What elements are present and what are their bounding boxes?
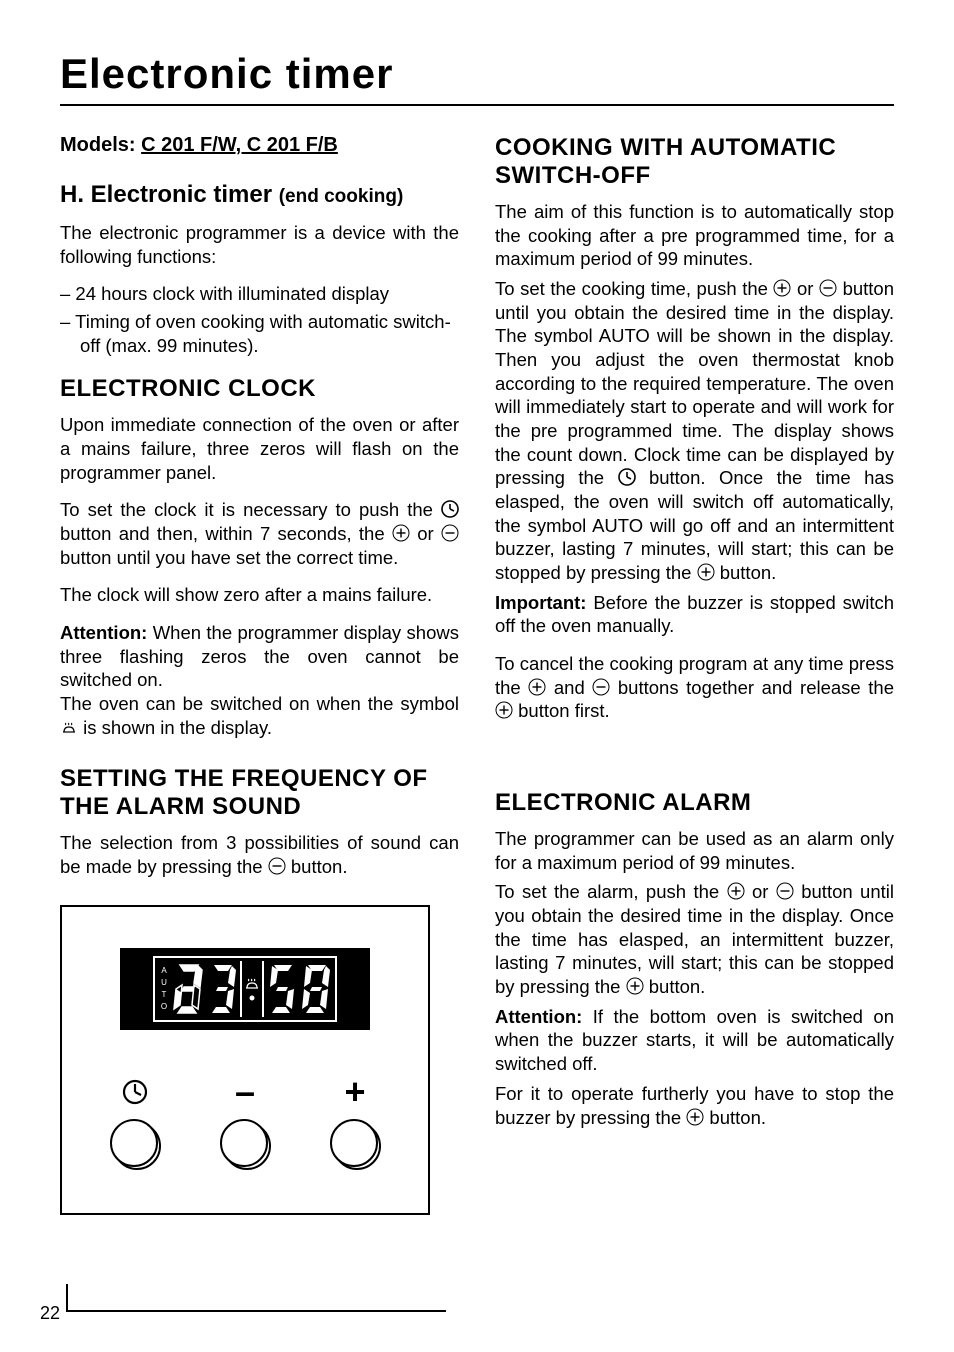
clock-p2: To set the clock it is necessary to push… [60,498,459,569]
alarm-freq-text: The selection from 3 possibilities of so… [60,831,459,878]
text: button. [644,976,706,997]
text: and [546,677,592,698]
text: button. [715,562,777,583]
text: button and then, within 7 seconds, the [60,523,392,544]
title-rule [60,104,894,106]
heading-alarm-frequency: SETTING THE FREQUENCY OF THE ALARM SOUND [60,765,459,821]
clock-p1: Upon immediate connection of the oven or… [60,413,459,484]
right-column: COOKING WITH AUTOMATIC SWITCH-OFF The ai… [495,134,894,1215]
attention-label: Attention: [60,622,147,643]
text: The oven can be switched on when the sym… [60,693,459,714]
plus-icon [626,977,644,995]
text: button until you have set the correct ti… [60,547,398,568]
pot-icon [60,722,78,736]
text: buttons together and release the [610,677,894,698]
plus-icon [392,524,410,542]
text: or [410,523,441,544]
important-label: Important: [495,592,586,613]
minus-icon [776,882,794,900]
svg-text:U: U [161,978,167,987]
dot-icon [249,995,255,1001]
svg-text:O: O [161,1002,167,1011]
text: To set the cooking time, push the [495,278,773,299]
text: To set the alarm, push the [495,881,727,902]
cook-cancel: To cancel the cooking program at any tim… [495,652,894,723]
minus-icon [592,678,610,696]
digit-2 [206,961,238,1017]
feature-list: – 24 hours clock with illuminated displa… [60,282,459,357]
alarm-p3: For it to operate furtherly you have to … [495,1082,894,1129]
pot-icon [243,977,261,991]
plus-icon [495,701,513,719]
clock-icon [122,1077,148,1107]
knob-row: – + [80,1077,410,1171]
clock-p3: The clock will show zero after a mains f… [60,583,459,607]
text: or [745,881,776,902]
svg-text:A: A [161,966,167,975]
alarm-p2: To set the alarm, push the or button unt… [495,880,894,998]
minus-icon [819,279,837,297]
page-number: 22 [40,1303,60,1324]
cook-p1: The aim of this function is to automatic… [495,200,894,271]
lcd-display: A U T O [120,948,370,1030]
text: button until you obtain the desired time… [495,278,894,488]
alarm-attention: Attention: If the bottom oven is switche… [495,1005,894,1076]
heading-electronic-clock: ELECTRONIC CLOCK [60,375,459,403]
digit-4 [300,961,332,1017]
plus-symbol: + [344,1077,365,1107]
alarm-p1: The programmer can be used as an alarm o… [495,827,894,874]
heading-electronic-alarm: ELECTRONIC ALARM [495,789,894,817]
minus-symbol: – [235,1077,255,1107]
digit-1 [172,961,204,1017]
timer-diagram: A U T O [60,905,430,1215]
plus-icon [697,563,715,581]
text: is shown in the display. [78,717,272,738]
clock-icon [618,468,636,486]
lcd-center-icons [240,961,264,1017]
svg-text:T: T [162,990,167,999]
attention-label: Attention: [495,1006,582,1027]
left-column: Models: C 201 F/W, C 201 F/B H. Electron… [60,134,459,1215]
minus-icon [268,857,286,875]
plus-icon [686,1108,704,1126]
page-title: Electronic timer [60,50,894,98]
list-item: – Timing of oven cooking with automatic … [60,310,459,357]
knob-minus [218,1117,272,1171]
cook-p2: To set the cooking time, push the or but… [495,277,894,585]
models-label: Models: [60,134,136,156]
h-title-main: H. Electronic timer [60,181,279,208]
text: button. [704,1107,766,1128]
text: or [791,278,819,299]
plus-icon [528,678,546,696]
list-item: – 24 hours clock with illuminated displa… [60,282,459,306]
plus-icon [727,882,745,900]
section-h-electronic-timer: H. Electronic timer (end cooking) [60,181,459,209]
models-line: Models: C 201 F/W, C 201 F/B [60,134,459,157]
page-footer-rule [66,1284,68,1312]
knob-plus [328,1117,382,1171]
clock-attention: Attention: When the programmer display s… [60,621,459,739]
auto-indicator: A U T O [158,961,170,1017]
text: The selection from 3 possibilities of so… [60,832,459,877]
digit-3 [266,961,298,1017]
knob-clock [108,1117,162,1171]
clock-icon [441,500,459,518]
cook-important: Important: Before the buzzer is stopped … [495,591,894,638]
models-list: C 201 F/W, C 201 F/B [141,134,338,156]
plus-icon [773,279,791,297]
text: button. [286,856,348,877]
intro-text: The electronic programmer is a device wi… [60,221,459,268]
text: button first. [513,700,610,721]
heading-cooking-auto: COOKING WITH AUTOMATIC SWITCH-OFF [495,134,894,190]
minus-icon [441,524,459,542]
h-title-sub: (end cooking) [279,186,404,207]
text: To set the clock it is necessary to push… [60,499,441,520]
